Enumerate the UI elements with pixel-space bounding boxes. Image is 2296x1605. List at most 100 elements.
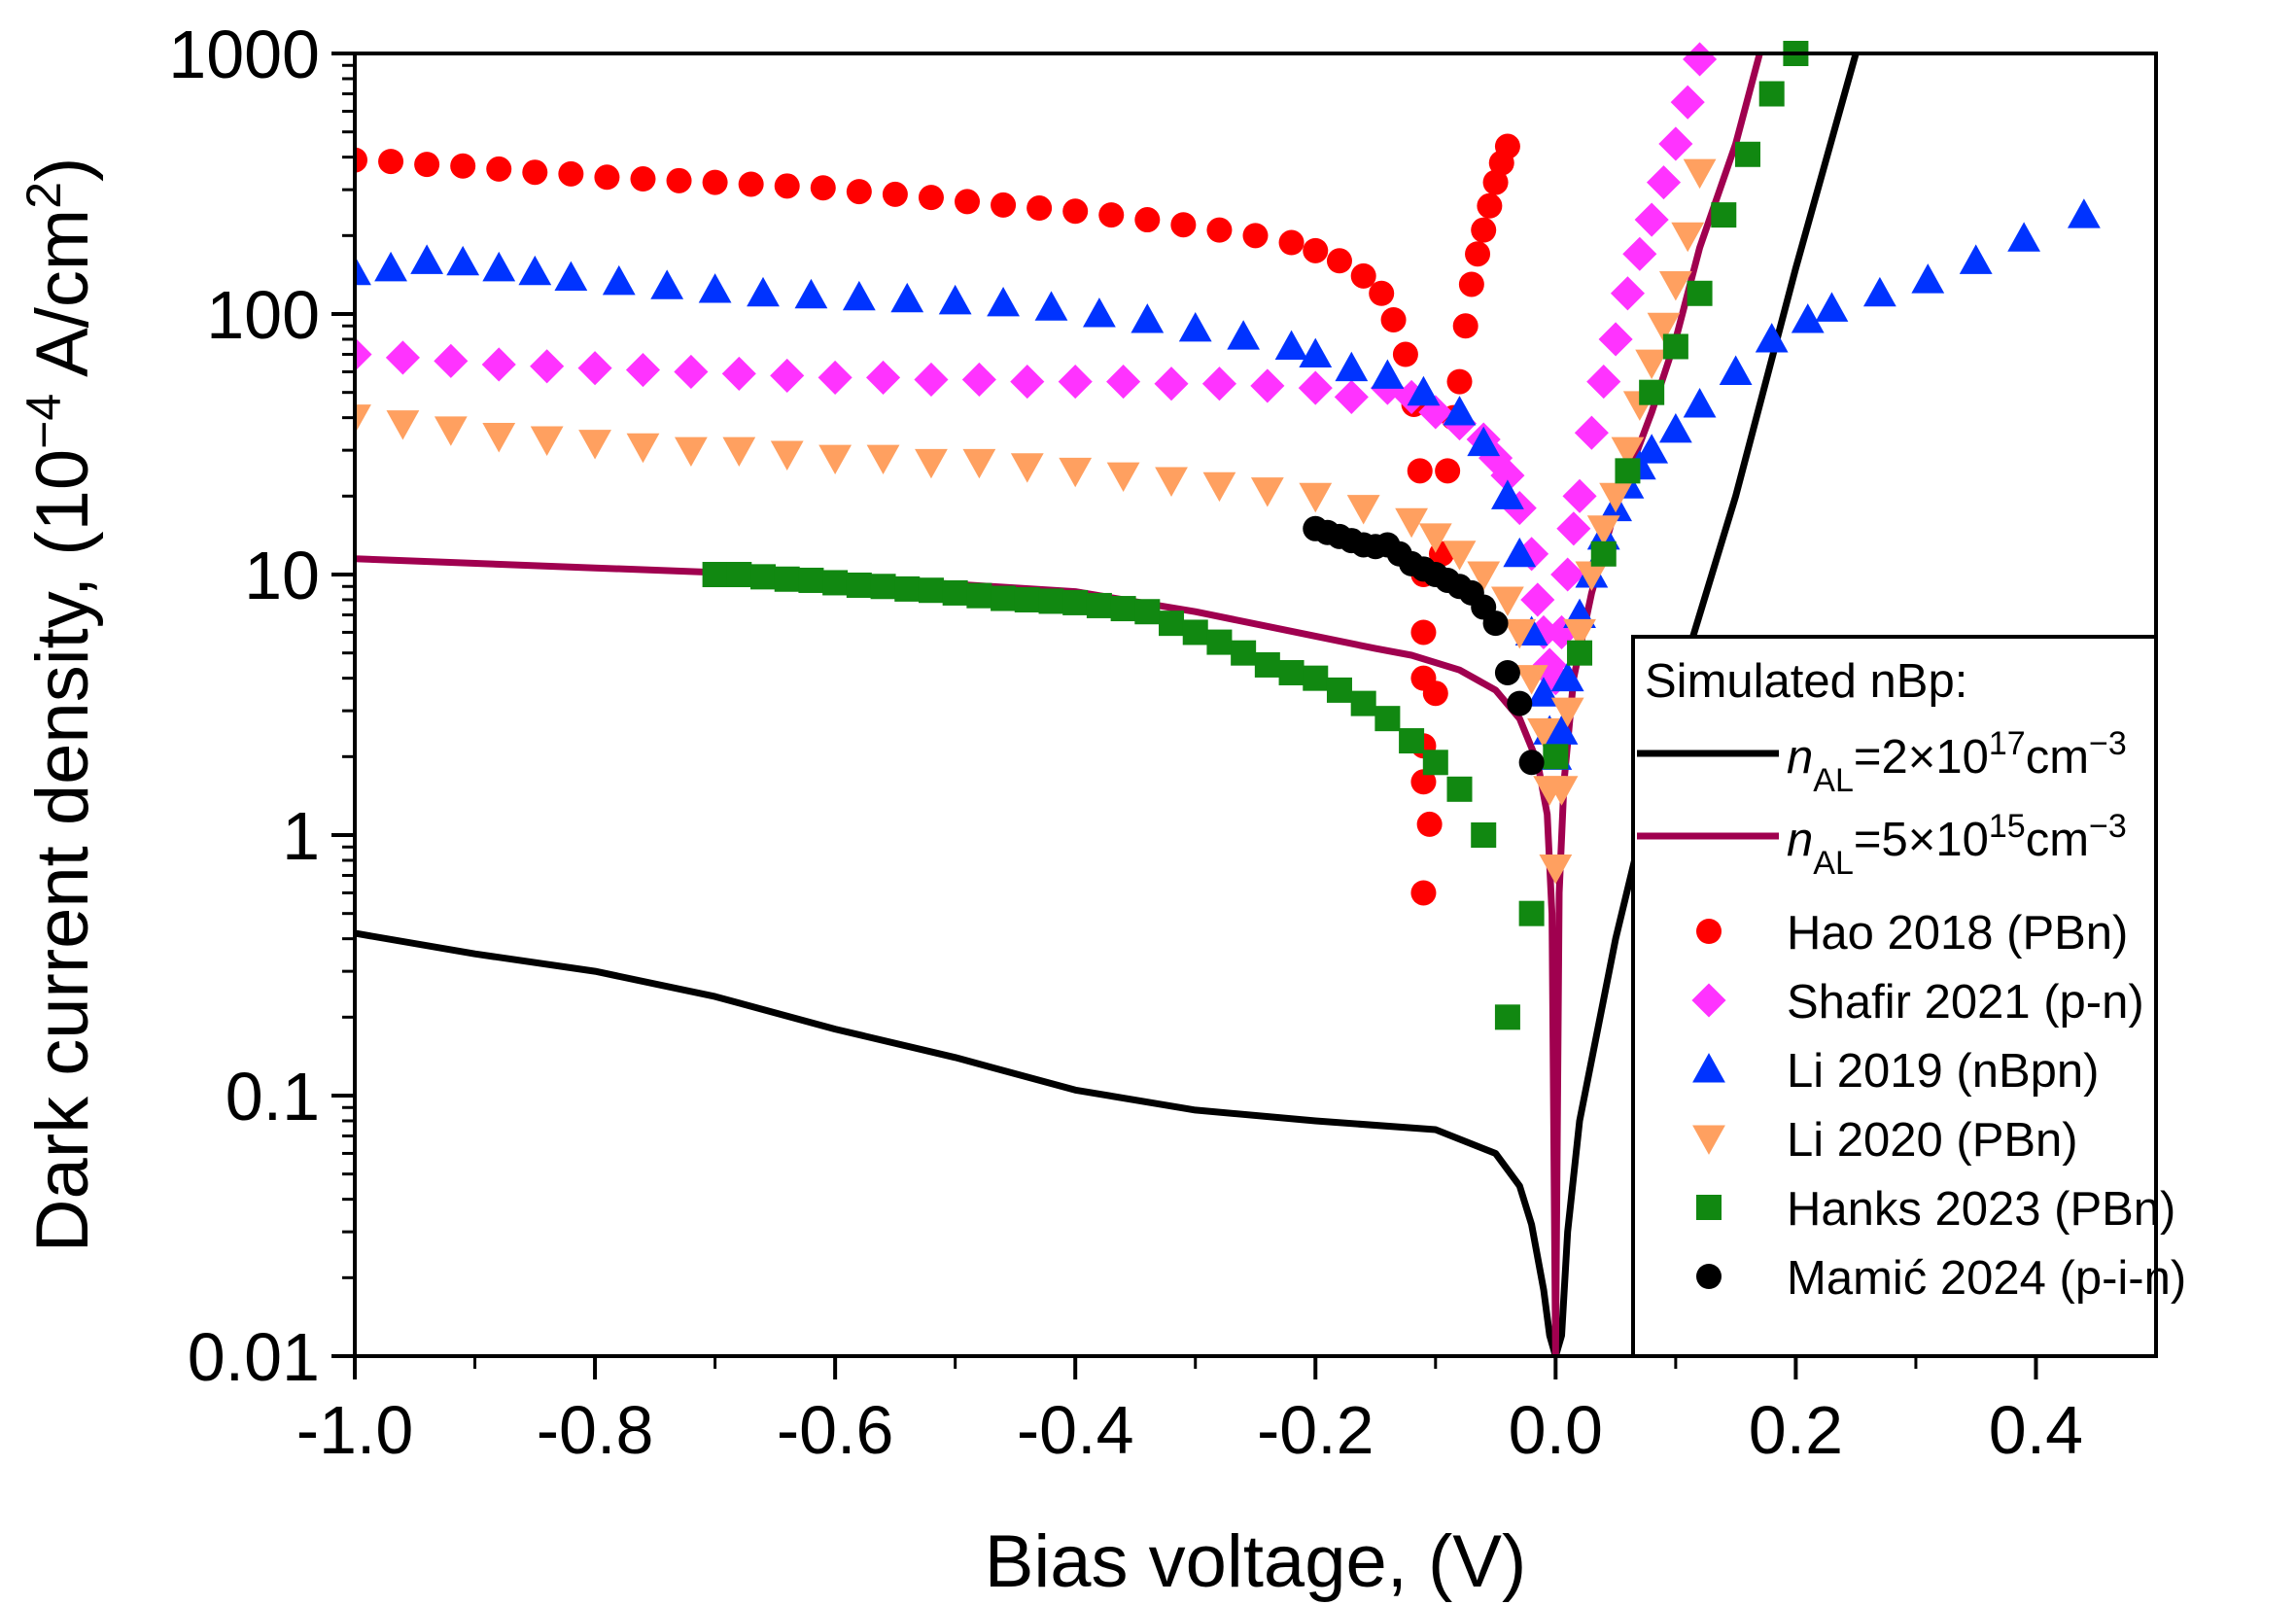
data-point [482,251,516,282]
data-point [1527,717,1560,749]
data-point [1202,471,1236,503]
data-point [1254,651,1280,678]
data-point [1494,659,1520,685]
data-point [1755,323,1789,353]
data-point [378,149,404,175]
data-point [1026,195,1053,222]
data-point [674,436,708,468]
data-point [1514,665,1548,695]
x-tick-label: -0.8 [537,1392,654,1468]
data-point [865,360,901,395]
data-point [1490,458,1525,493]
data-point [1346,495,1380,525]
data-point [1170,212,1197,238]
data-point [1326,677,1352,703]
data-point [794,278,828,309]
legend-sub: AL [1813,845,1854,882]
data-point [450,153,476,179]
data-point [1155,467,1188,497]
data-point [1670,85,1705,120]
data-point [1395,507,1428,539]
legend-title: Simulated nBp: [1645,655,1967,708]
ylabel-suffix: ) [21,157,104,182]
data-point [1658,270,1692,301]
data-point [1562,478,1597,513]
legend: Simulated nBp:nAL=2×1017cm−3nAL=5×1015cm… [1631,635,2186,1358]
legend-series-label: Mamić 2024 (p-i-n) [1787,1252,2186,1305]
data-point [1086,592,1112,618]
legend-unit: cm [2026,814,2089,866]
y-tick-label: 1000 [168,17,320,92]
data-point [1646,165,1682,200]
data-point [1477,192,1503,219]
data-point [882,181,908,207]
data-point [602,264,636,296]
data-point [1452,313,1478,339]
data-point [486,156,512,182]
data-point [355,404,371,435]
x-tick-label: -0.6 [777,1392,894,1468]
data-point [987,287,1020,317]
legend-eq: =5×10 [1854,814,1989,866]
data-point [1598,322,1633,357]
data-point [1527,677,1560,707]
data-point [1278,659,1305,685]
data-point [1227,320,1261,350]
data-point [1083,297,1116,328]
data-point [1335,351,1369,382]
data-point [747,276,780,307]
data-point [1299,337,1333,368]
data-point [1303,237,1329,263]
data-point [1178,311,1212,342]
data-point [650,269,684,299]
data-point [966,582,992,609]
data-point [918,577,944,604]
data-point [1520,582,1555,617]
data-point [1422,680,1448,707]
data-point [1443,541,1477,571]
data-point [962,448,996,479]
data-point [1134,599,1161,625]
data-point [1491,586,1524,616]
data-point [558,160,584,187]
data-point [938,284,972,315]
sim-line-2 [355,52,1763,1356]
data-point [1514,537,1549,572]
data-point [1622,236,1657,271]
x-tick-label: -0.2 [1257,1392,1374,1468]
data-point [1416,811,1443,837]
data-point [1106,365,1141,400]
data-point [818,360,852,395]
data-point [434,343,469,378]
data-point [1635,434,1669,464]
legend-series-label: Li 2020 (PBn) [1787,1114,2078,1167]
data-point [410,244,444,274]
data-point [991,585,1017,611]
data-point [1422,750,1448,776]
data-point [774,566,800,592]
data-point [1206,629,1233,655]
data-point [674,354,709,390]
legend-exp: 17 [1989,725,2026,762]
legend-line-label: nAL=5×1015cm−3 [1787,808,2127,882]
axis-titles: Bias voltage, (V) Dark current density, … [17,157,1526,1603]
data-point [721,356,756,391]
data-point [955,189,981,215]
data-point [1014,586,1040,612]
data-point [1446,776,1473,802]
data-point [846,179,872,205]
data-point [1467,561,1501,591]
data-point [577,351,612,386]
data-point [1494,133,1520,159]
data-point [1671,222,1705,253]
data-point [1350,262,1376,289]
data-point [818,444,852,475]
data-point [1154,366,1189,401]
data-point [2007,222,2041,252]
data-point [355,255,371,286]
data-point [1543,744,1569,770]
y-tick-label: 0.01 [188,1319,320,1395]
data-point [750,564,777,590]
data-point [1058,365,1093,400]
